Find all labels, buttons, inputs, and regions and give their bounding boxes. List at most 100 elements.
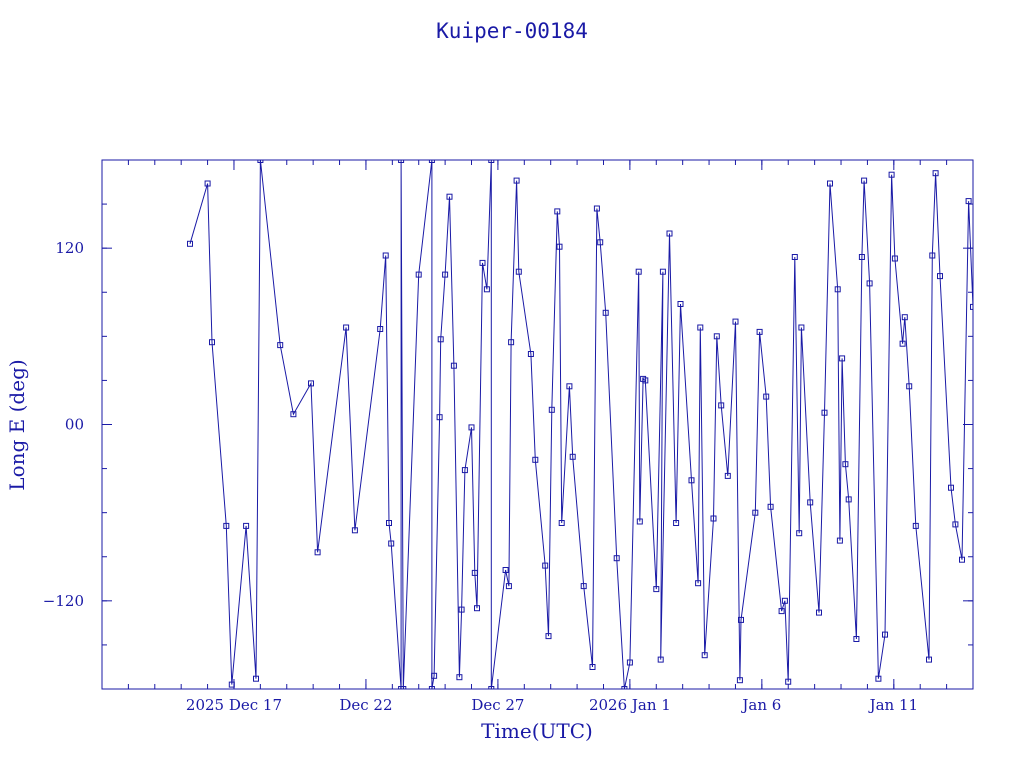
data-point [597, 239, 604, 246]
data-point [442, 271, 449, 278]
data-point [253, 675, 259, 682]
data-point [428, 160, 435, 163]
data-point [545, 633, 552, 640]
x-tick-label: Jan 11 [868, 696, 918, 714]
data-point [875, 675, 882, 682]
data-point [756, 328, 763, 335]
y-axis-label: Long E (deg) [5, 359, 29, 490]
data-point [554, 208, 561, 215]
data-point [732, 318, 739, 325]
data-point [400, 686, 407, 689]
data-point [488, 686, 495, 689]
y-tick-label: 00 [65, 416, 84, 434]
data-point [666, 230, 673, 237]
data-point [505, 583, 512, 590]
data-point [866, 280, 873, 287]
data-point [508, 339, 515, 346]
data-series [187, 160, 1011, 689]
data-point [388, 540, 395, 547]
data-point [515, 268, 522, 275]
data-point [569, 453, 576, 460]
x-tick-label: 2026 Jan 1 [589, 696, 671, 714]
data-point [204, 180, 211, 187]
data-point [1006, 406, 1011, 411]
data-point [351, 527, 358, 534]
data-point [468, 424, 475, 431]
data-point [785, 678, 792, 685]
data-point [807, 499, 814, 506]
data-point [997, 196, 1002, 201]
data-point [636, 518, 643, 525]
data-point [308, 380, 314, 387]
data-point [984, 550, 989, 555]
data-point [479, 259, 486, 266]
data-point [642, 377, 649, 384]
data-point [483, 286, 490, 293]
data-point [842, 461, 849, 468]
data-point [993, 160, 998, 165]
data-point [952, 521, 959, 528]
data-point [816, 609, 822, 616]
chart-title: Kuiper-00184 [436, 19, 588, 43]
data-point [673, 520, 680, 526]
data-point [932, 170, 939, 177]
y-axis-ticks: −120 00 120 [43, 159, 973, 690]
data-point [377, 326, 384, 332]
data-point [653, 586, 660, 593]
x-tick-label: 2025 Dec 17 [186, 696, 282, 714]
data-point [593, 205, 600, 212]
data-point [710, 515, 717, 522]
data-point [697, 324, 704, 331]
data-point [839, 355, 846, 362]
data-point [796, 530, 803, 537]
data-point [791, 254, 798, 260]
data-point [513, 177, 520, 184]
data-point [626, 659, 633, 666]
data-point [965, 198, 972, 205]
data-point [542, 562, 549, 569]
data-point [602, 309, 609, 316]
data-point [858, 254, 865, 260]
data-point [589, 664, 596, 670]
data-point [314, 549, 321, 556]
data-point [187, 240, 193, 247]
data-point [436, 414, 443, 421]
data-point [778, 608, 785, 615]
data-point [277, 342, 284, 349]
plot-frame [101, 159, 974, 690]
data-point [558, 520, 565, 526]
data-point [929, 252, 936, 259]
data-point [948, 484, 954, 491]
data-point [738, 616, 744, 623]
data-point [657, 656, 664, 663]
data-point [926, 656, 932, 663]
data-point [461, 467, 468, 474]
data-point [243, 522, 250, 529]
data-point [580, 583, 587, 590]
data-point [937, 273, 943, 280]
data-point [456, 674, 463, 681]
data-point [257, 160, 264, 163]
data-point [415, 271, 422, 278]
y-tick-label: −120 [43, 592, 84, 610]
data-point [532, 456, 539, 463]
data-point [343, 324, 350, 331]
data-point [209, 339, 215, 346]
data-point [474, 605, 480, 612]
data-point [798, 324, 805, 331]
data-point [228, 681, 235, 688]
data-point [834, 286, 841, 293]
x-tick-label: Dec 27 [471, 696, 524, 714]
data-point [398, 160, 405, 163]
data-point [437, 336, 444, 343]
data-point [1001, 268, 1006, 273]
data-point [821, 409, 828, 416]
data-point [502, 567, 509, 573]
data-point [566, 383, 573, 390]
data-point [450, 362, 457, 369]
data-point [458, 606, 465, 613]
x-axis-ticks: 2025 Dec 17 Dec 22 Dec 27 2026 Jan 1 Jan 6 Ja… [101, 160, 974, 714]
data-point [891, 255, 898, 262]
data-point [488, 160, 495, 163]
